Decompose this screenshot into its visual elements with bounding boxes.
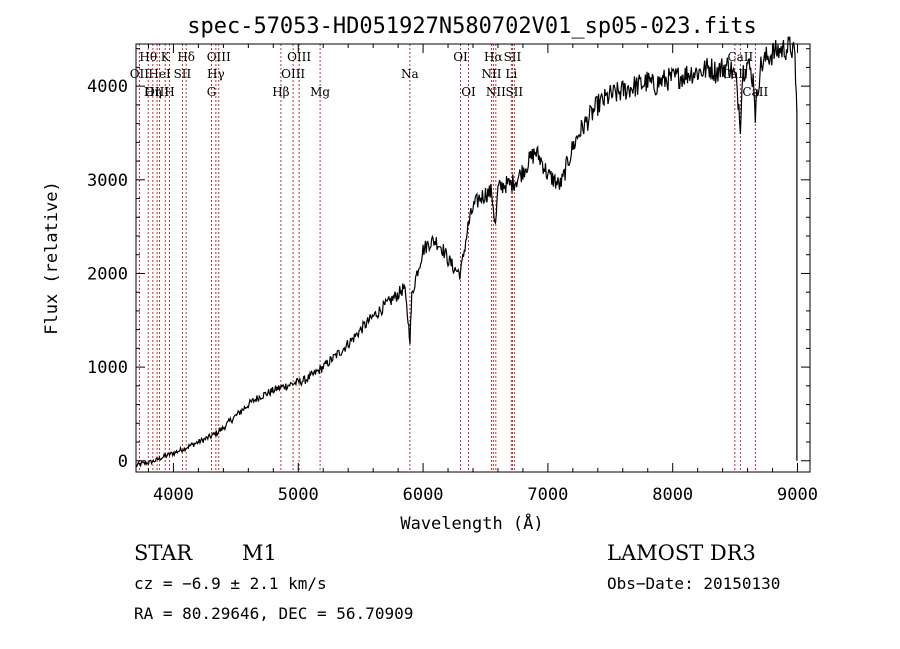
- x-axis-label: Wavelength (Å): [400, 512, 543, 534]
- line-label-17: OI: [453, 50, 468, 64]
- line-label-12: Hβ: [272, 85, 289, 99]
- line-label-20: Hα: [484, 50, 503, 64]
- y-tick-label-3: 3000: [87, 171, 128, 191]
- emission-line-markers: [138, 44, 756, 472]
- line-label-2: Hη: [144, 85, 162, 99]
- line-label-11: OIII: [207, 50, 231, 64]
- line-label-1: OII: [130, 67, 150, 81]
- line-label-26: CaII: [727, 50, 753, 64]
- line-label-3: OIII: [145, 85, 169, 99]
- y-tick-label-1: 1000: [87, 358, 128, 378]
- x-tick-label-4: 8000: [652, 485, 693, 505]
- line-label-0: Hθ: [139, 50, 157, 64]
- line-label-6: H: [164, 85, 174, 99]
- spectrum-line: [135, 36, 798, 468]
- line-label-7: SII: [174, 67, 192, 81]
- x-axis-ticks: 4000 5000 6000 7000 8000 9000: [147, 44, 818, 505]
- line-label-4: HeI: [148, 67, 171, 81]
- line-label-15: Mg: [310, 85, 330, 99]
- sky-coordinates: RA = 80.29646, DEC = 56.70909: [134, 604, 413, 623]
- line-label-13: OIII: [281, 67, 305, 81]
- redshift-cz: cz = −6.9 ± 2.1 km/s: [134, 574, 327, 593]
- chart-title: spec-57053-HD051927N580702V01_sp05-023.f…: [187, 14, 757, 39]
- x-tick-label-1: 5000: [278, 485, 319, 505]
- x-tick-label-0: 4000: [153, 485, 194, 505]
- line-label-19: NII: [481, 67, 501, 81]
- line-label-24: SII: [505, 85, 523, 99]
- y-tick-label-4: 4000: [87, 77, 128, 97]
- survey-name: LAMOST DR3: [607, 541, 756, 565]
- y-axis-label: Flux (relative): [42, 181, 62, 335]
- line-label-23: SII: [504, 50, 522, 64]
- x-tick-label-5: 9000: [777, 485, 818, 505]
- line-label-5: K: [161, 50, 171, 64]
- line-label-22: Li: [505, 67, 517, 81]
- x-tick-label-3: 7000: [527, 485, 568, 505]
- observation-date: Obs−Date: 20150130: [607, 574, 780, 593]
- line-label-21: NII: [486, 85, 506, 99]
- y-axis-ticks: 0 1000 2000 3000 4000: [87, 48, 810, 472]
- object-type: STAR: [134, 541, 193, 565]
- line-label-18: OI: [461, 85, 476, 99]
- y-tick-label-2: 2000: [87, 264, 128, 284]
- x-tick-label-2: 6000: [403, 485, 444, 505]
- line-label-10: Hγ: [207, 67, 225, 81]
- line-label-16: Na: [401, 67, 419, 81]
- line-label-8: Hδ: [177, 50, 195, 64]
- plot-frame: [135, 43, 811, 473]
- line-label-14: OIII: [287, 50, 311, 64]
- line-label-27: CaII: [742, 85, 768, 99]
- object-subclass: M1: [242, 541, 277, 565]
- line-label-9: G: [207, 85, 217, 99]
- emission-line-labels: HθOIIHηOIIIHeIKHSIIHδGHγOIIIHβOIIIOIIIMg…: [130, 50, 769, 99]
- y-tick-label-0: 0: [118, 452, 128, 472]
